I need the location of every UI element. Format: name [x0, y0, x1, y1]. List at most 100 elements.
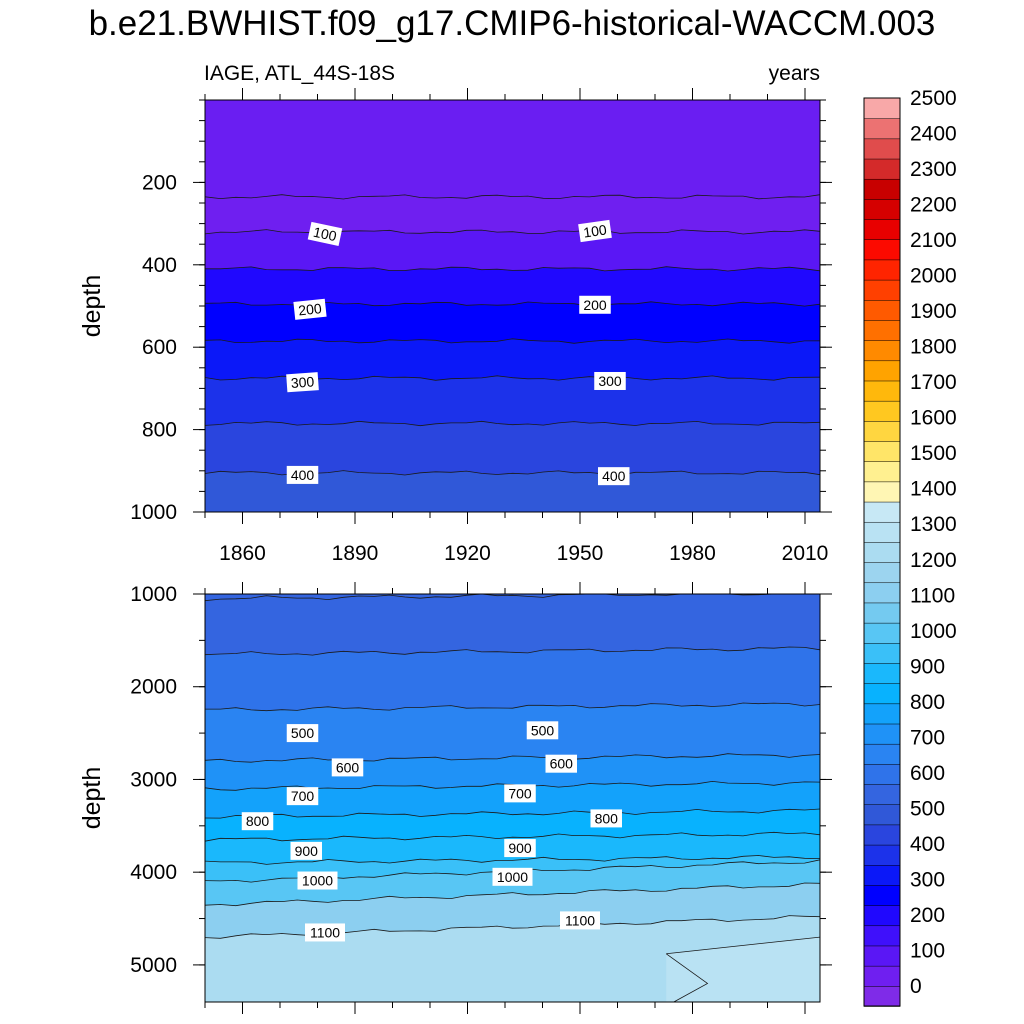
colorbar-swatch [863, 339, 901, 362]
colorbar-label: 1000 [910, 620, 957, 643]
contour-line-250 [204, 338, 821, 344]
contour-label-box [307, 221, 343, 246]
contour-label-text: 200 [298, 300, 323, 318]
contour-band-1150 [666, 937, 820, 1002]
colorbar-swatch [863, 682, 901, 705]
contour-label-box [526, 721, 559, 740]
colorbar-swatch [863, 662, 901, 684]
colorbar-swatch [863, 521, 901, 543]
contour-label: 1000 [297, 871, 338, 890]
contour-label: 900 [504, 839, 536, 858]
contour-label-text: 400 [291, 467, 315, 483]
colorbar-swatch [863, 622, 901, 644]
x-tick-label: 1950 [557, 542, 604, 565]
colorbar-swatch [863, 904, 901, 927]
y-tick-label: 4000 [130, 861, 177, 884]
colorbar-swatch [863, 824, 901, 846]
colorbar-label: 300 [910, 868, 945, 891]
colorbar-label: 2500 [910, 87, 957, 110]
colorbar-swatch [863, 985, 901, 1007]
colorbar-swatch [863, 864, 901, 886]
colorbar-label: 2400 [910, 123, 957, 146]
colorbar-label: 0 [910, 975, 922, 998]
colorbar-swatch [863, 582, 901, 604]
contour-line-550 [205, 702, 821, 712]
y-tick-label: 1000 [130, 583, 177, 606]
colorbar-label: 900 [910, 655, 945, 678]
colorbar-swatch [863, 319, 901, 341]
y-tick-label: 1000 [130, 501, 177, 524]
contour-label-text: 300 [290, 373, 315, 391]
contour-label-text: 600 [550, 756, 574, 772]
contour-label-box [598, 467, 630, 486]
contour-label-text: 800 [246, 813, 270, 829]
contour-label-text: 100 [312, 224, 338, 245]
colorbar-label: 1700 [910, 371, 957, 394]
contour-label-text: 900 [295, 843, 319, 859]
colorbar-swatch [863, 844, 901, 866]
colorbar-label: 1200 [910, 549, 957, 572]
contour-label: 900 [290, 841, 322, 860]
colorbar-swatch [863, 400, 901, 422]
contour-label: 600 [545, 754, 577, 773]
colorbar-label: 2300 [910, 158, 957, 181]
x-tick-label: 1860 [219, 542, 266, 565]
contour-label: 800 [241, 812, 274, 831]
contour-label-box [286, 465, 319, 484]
contour-label-box [590, 809, 622, 828]
colorbar-label: 1800 [910, 336, 957, 359]
upper-ocean-panel: 100 100 200 200 300 300 400 400 200 400 600 800 1000… [78, 88, 832, 565]
y-tick-label: 200 [142, 171, 177, 194]
colorbar-swatch [863, 178, 901, 200]
contour-label: 400 [598, 467, 630, 486]
colorbar-label: 2000 [910, 265, 957, 288]
contour-label-text: 500 [531, 722, 555, 738]
contour-label-text: 800 [595, 810, 619, 826]
y-tick-label: 5000 [130, 954, 177, 977]
colorbar-swatch [863, 198, 901, 220]
y-tick-label: 3000 [130, 768, 177, 791]
colorbar-swatch [863, 238, 901, 261]
contour-label-text: 100 [582, 221, 608, 240]
colorbar-swatch [863, 763, 901, 785]
contour-line-600 [204, 753, 821, 763]
deep-ocean-panel: 500 500 600 600 700 700 800 800 900 900 1000 1000 11… [78, 582, 832, 1014]
colorbar-swatch [863, 299, 901, 321]
contour-label-text: 300 [598, 373, 622, 389]
contour-label-text: 1100 [565, 912, 595, 928]
contour-label: 200 [579, 295, 611, 314]
colorbar-swatch [863, 561, 901, 584]
contour-label-box [286, 372, 319, 393]
y-tick-label: 800 [142, 419, 177, 442]
contour-line-1150-edge [666, 953, 709, 1003]
contour-label-text: 1100 [310, 924, 340, 940]
contour-label: 700 [286, 787, 319, 806]
colorbar-swatch [863, 481, 901, 503]
colorbar-swatch [863, 158, 901, 180]
contour-line-700 [204, 808, 821, 819]
y-tick-label: 400 [142, 254, 177, 277]
x-tick-label: 2010 [782, 542, 829, 565]
contour-label-box [545, 754, 577, 773]
colorbar-swatch [863, 965, 901, 987]
y-tick-label: 600 [142, 336, 177, 359]
colorbar-swatch [863, 925, 901, 947]
y-axis-title: depth [78, 275, 106, 338]
colorbar-swatch [863, 218, 901, 240]
contour-line-1150 [666, 936, 821, 955]
contour-band-400 [205, 470, 820, 512]
colorbar-swatch [863, 945, 901, 967]
contour-label-text: 1000 [497, 869, 528, 885]
contour-label-text: 200 [583, 297, 607, 313]
contour-label: 1100 [305, 923, 345, 942]
contour-label-box [504, 784, 536, 803]
colorbar-label: 700 [910, 726, 945, 749]
contour-label-box [241, 812, 274, 831]
colorbar-swatch [863, 803, 901, 826]
colorbar-label: 600 [910, 762, 945, 785]
colorbar-label: 2200 [910, 194, 957, 217]
colorbar-swatch [863, 380, 901, 402]
contour-label-text: 400 [602, 468, 626, 484]
contour-line-100 [204, 229, 821, 235]
